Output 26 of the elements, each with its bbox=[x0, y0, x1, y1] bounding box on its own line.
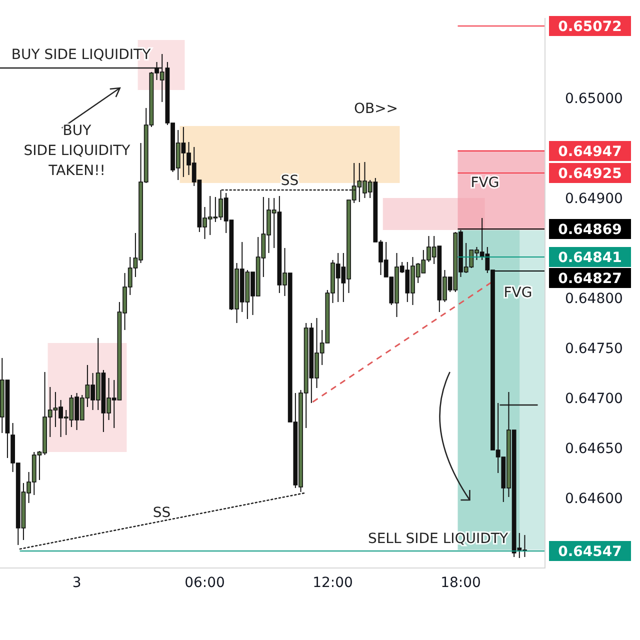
y-tick-label: 0.64750 bbox=[565, 340, 623, 357]
annotation: FVG bbox=[470, 174, 500, 191]
annotation: SS bbox=[152, 504, 171, 521]
annotation: BUY SIDE LIQUIDITY TAKEN!! bbox=[24, 122, 131, 179]
ref-line-label: 0.64827 bbox=[558, 270, 622, 287]
ref-line-label: 0.64947 bbox=[558, 144, 622, 160]
y-tick-label: 0.64650 bbox=[565, 440, 623, 457]
y-tick-label: 0.64600 bbox=[565, 490, 623, 507]
ref-line-label: 0.65072 bbox=[558, 18, 622, 35]
x-tick-label: 06:00 bbox=[184, 574, 225, 591]
ref-line-label: 0.64869 bbox=[558, 222, 622, 238]
annotation: SS bbox=[280, 172, 299, 189]
annotation: SELL SIDE LIQUIDTY bbox=[368, 530, 508, 547]
annotation: OB>> bbox=[354, 100, 398, 117]
x-tick-label: 3 bbox=[72, 574, 82, 591]
ref-line-label: 0.64841 bbox=[558, 250, 622, 266]
annotation: FVG bbox=[504, 284, 532, 301]
annotation: BUY SIDE LIQUIDITY bbox=[11, 46, 152, 63]
y-tick-label: 0.64800 bbox=[565, 290, 623, 307]
x-tick-label: 18:00 bbox=[440, 574, 481, 591]
y-tick-label: 0.64700 bbox=[565, 390, 623, 407]
ref-line-label: 0.64925 bbox=[558, 166, 622, 182]
ref-line-label: 0.64547 bbox=[558, 544, 622, 560]
x-tick-label: 12:00 bbox=[312, 574, 353, 591]
y-tick-label: 0.65000 bbox=[565, 90, 623, 107]
y-tick-label: 0.64900 bbox=[565, 190, 623, 207]
